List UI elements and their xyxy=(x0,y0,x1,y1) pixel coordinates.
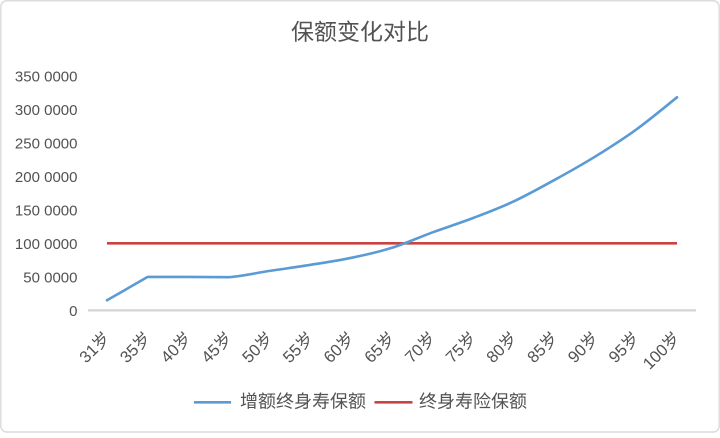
svg-text:0: 0 xyxy=(69,303,77,320)
svg-text:300 0000: 300 0000 xyxy=(15,102,78,119)
svg-text:250 0000: 250 0000 xyxy=(15,135,78,152)
svg-text:100 0000: 100 0000 xyxy=(15,236,78,253)
svg-text:350 0000: 350 0000 xyxy=(15,68,78,85)
svg-text:50 0000: 50 0000 xyxy=(23,269,77,286)
svg-text:200 0000: 200 0000 xyxy=(15,169,78,186)
svg-text:150 0000: 150 0000 xyxy=(15,202,78,219)
